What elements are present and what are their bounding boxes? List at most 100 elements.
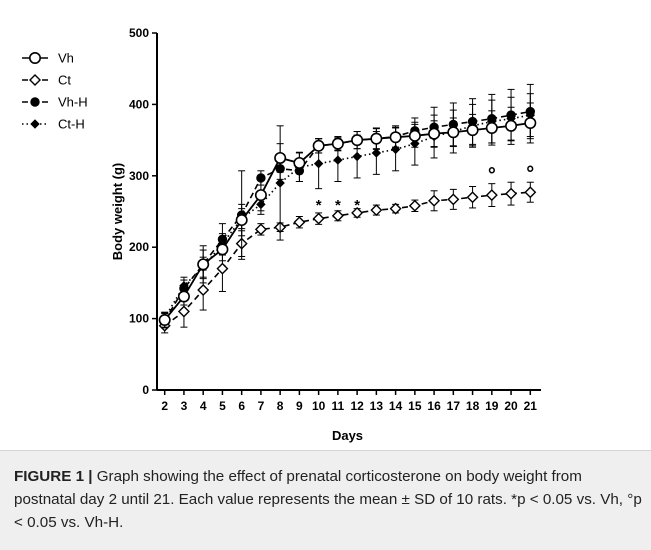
data-point <box>408 199 421 212</box>
caption-label: FIGURE 1 | <box>14 468 93 485</box>
body-weight-chart: 0 100 200 300 400 500 2 3 4 5 6 7 8 9 10 11 12 13 14 15 16 17… <box>22 26 541 443</box>
legend-item-vh-h: Vh-H <box>22 95 88 110</box>
series-ct-h <box>159 93 536 325</box>
significance-asterisk: * <box>354 197 360 214</box>
data-point <box>389 131 402 144</box>
data-point <box>274 151 287 164</box>
data-point <box>216 262 229 275</box>
legend-marker <box>30 119 40 129</box>
data-point <box>177 290 190 303</box>
legend-label: Vh <box>58 51 74 66</box>
x-tick-label: 4 <box>200 399 207 413</box>
series-line <box>164 110 531 322</box>
data-point <box>313 158 324 169</box>
legend: Vh Ct Vh-H Ct-H <box>22 51 88 132</box>
x-tick-label: 6 <box>238 399 245 413</box>
data-point <box>370 204 383 217</box>
data-point <box>293 156 306 169</box>
data-point <box>505 119 518 132</box>
x-tick-label: 13 <box>370 399 384 413</box>
x-tick-label: 8 <box>277 399 284 413</box>
figure-caption: FIGURE 1 | Graph showing the effect of p… <box>14 465 642 534</box>
y-tick-label: 0 <box>142 383 149 397</box>
legend-label: Ct <box>58 73 71 88</box>
x-tick-label: 20 <box>504 399 518 413</box>
x-tick-label: 18 <box>466 399 480 413</box>
data-point <box>293 216 306 229</box>
data-point <box>216 243 229 256</box>
legend-marker <box>30 97 40 107</box>
y-tick-label: 300 <box>129 169 149 183</box>
x-tick-label: 9 <box>296 399 303 413</box>
x-tick-label: 2 <box>161 399 168 413</box>
y-tick-label: 100 <box>129 312 149 326</box>
data-point <box>485 121 498 134</box>
data-point <box>351 134 364 147</box>
x-axis-label: Days <box>332 428 363 443</box>
x-tick-label: 7 <box>258 399 265 413</box>
data-point <box>447 126 460 139</box>
data-point <box>428 194 441 207</box>
significance-asterisk: * <box>316 197 322 214</box>
data-point <box>312 212 325 225</box>
data-point <box>254 189 267 202</box>
y-tick-label: 400 <box>129 97 149 111</box>
legend-label: Ct-H <box>58 117 85 132</box>
significance-degree: ° <box>526 163 534 185</box>
series-layer <box>158 83 537 334</box>
legend-item-ct-h: Ct-H <box>22 117 85 132</box>
legend-marker <box>29 74 41 86</box>
data-point <box>275 178 285 188</box>
caption-box: FIGURE 1 | Graph showing the effect of p… <box>0 450 651 550</box>
x-tick-label: 14 <box>389 399 403 413</box>
legend-marker <box>28 51 41 64</box>
x-tick-label: 19 <box>485 399 499 413</box>
legend-label: Vh-H <box>58 95 88 110</box>
data-point <box>485 189 498 202</box>
x-tick-label: 5 <box>219 399 226 413</box>
series-line <box>164 191 531 327</box>
legend-item-ct: Ct <box>22 73 71 88</box>
data-point <box>158 314 171 327</box>
x-tick-label: 16 <box>427 399 441 413</box>
annotations-layer: * * * ° ° <box>316 163 535 214</box>
data-point <box>408 129 421 142</box>
series-line <box>163 122 531 321</box>
axes: 0 100 200 300 400 500 2 3 4 5 6 7 8 9 10 11 12 13 14 15 16 17… <box>110 26 541 443</box>
data-point <box>331 209 344 222</box>
data-point <box>466 191 479 204</box>
data-point <box>312 139 325 152</box>
x-tick-label: 10 <box>312 399 326 413</box>
series-ct <box>158 181 537 334</box>
significance-degree: ° <box>488 165 496 187</box>
data-point <box>197 258 210 271</box>
data-point <box>254 223 267 236</box>
data-point <box>333 155 343 165</box>
data-point <box>352 151 362 162</box>
data-point <box>524 186 537 199</box>
y-tick-label: 500 <box>129 26 149 40</box>
data-point <box>197 284 210 297</box>
series-vh <box>158 102 537 328</box>
y-tick-label: 200 <box>129 240 149 254</box>
caption-body: Graph showing the effect of prenatal cor… <box>14 468 642 531</box>
x-tick-label: 21 <box>524 399 538 413</box>
legend-item-vh: Vh <box>22 51 74 66</box>
x-tick-label: 12 <box>350 399 364 413</box>
data-point <box>371 148 382 158</box>
data-point <box>235 214 248 227</box>
x-tick-label: 17 <box>447 399 461 413</box>
data-point <box>447 193 460 206</box>
x-tick-label: 11 <box>332 399 345 413</box>
data-point <box>370 132 383 145</box>
data-point <box>505 187 518 200</box>
data-point <box>351 206 364 219</box>
series-vh-h <box>159 83 536 329</box>
significance-asterisk: * <box>335 197 341 214</box>
x-tick-label: 15 <box>408 399 422 413</box>
data-point <box>331 137 344 150</box>
data-point <box>466 124 479 137</box>
y-axis-label: Body weight (g) <box>110 163 125 261</box>
x-tick-label: 3 <box>181 399 188 413</box>
